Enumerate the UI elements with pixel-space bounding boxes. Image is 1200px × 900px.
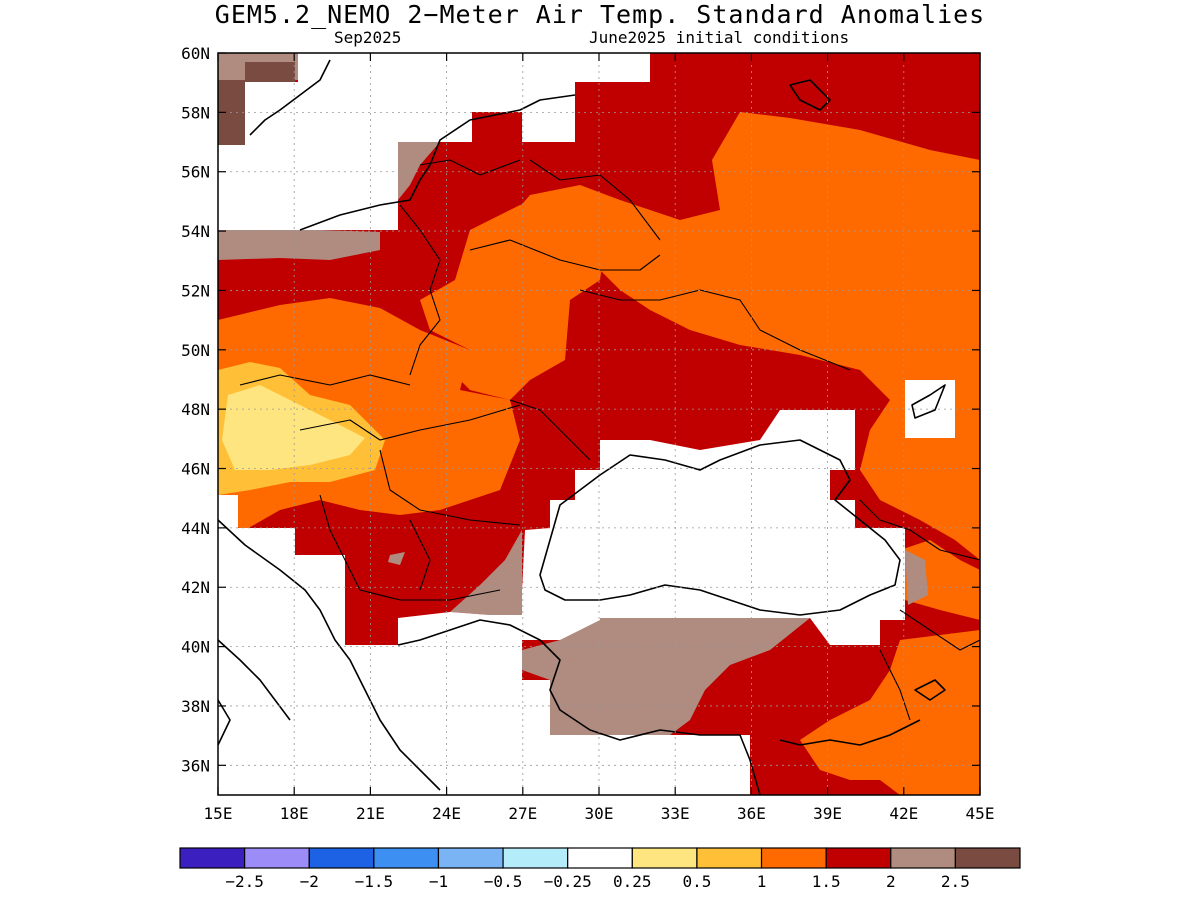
lon-label: 30E — [585, 804, 614, 823]
colorbar-swatch — [631, 847, 698, 869]
lon-label: 18E — [280, 804, 309, 823]
anomaly-region-2.5-poland — [218, 230, 380, 260]
colorbar-swatch — [502, 847, 569, 869]
colorbar-swatch — [567, 847, 633, 869]
colorbar-swatch — [825, 847, 892, 869]
lat-label: 58N — [181, 103, 210, 122]
anomaly-region-2.5-baltic — [398, 142, 440, 200]
colorbar-swatch — [437, 847, 504, 869]
lat-label: 42N — [181, 578, 210, 597]
colorbar-label: −0.5 — [484, 872, 523, 891]
lat-label: 60N — [181, 44, 210, 63]
lat-label: 54N — [181, 222, 210, 241]
colorbar-swatch — [760, 847, 827, 869]
axis-ticks — [217, 52, 981, 795]
anomaly-region-2.5-dark-top — [245, 62, 295, 82]
lon-label: 33E — [661, 804, 690, 823]
lat-label: 40N — [181, 638, 210, 657]
lon-label: 24E — [432, 804, 461, 823]
colorbar-swatch — [373, 847, 440, 869]
lat-label: 46N — [181, 460, 210, 479]
anomaly-field — [218, 53, 980, 795]
borders — [239, 159, 980, 721]
colorbar-swatch — [308, 847, 375, 869]
initial-conditions-label: June2025 initial conditions — [589, 28, 850, 47]
lat-label: 56N — [181, 163, 210, 182]
latitude-labels: 60N 58N 56N 54N 52N 50N 48N 46N 44N 42N 40N 38N 36N — [181, 44, 210, 775]
colorbar-label: −1.5 — [355, 872, 394, 891]
lon-label: 36E — [737, 804, 766, 823]
colorbar-label: 0.25 — [613, 872, 652, 891]
colorbar-label: 0.5 — [682, 872, 711, 891]
lon-label: 39E — [813, 804, 842, 823]
anomaly-region-0.5 — [222, 385, 365, 470]
colorbar-label: −1 — [429, 872, 448, 891]
anomaly-region-1.5-east — [500, 112, 980, 560]
anomaly-region-2.5-balkans — [450, 530, 522, 615]
lat-label: 36N — [181, 756, 210, 775]
lat-lon-grid — [218, 53, 980, 795]
colorbar-label: −2.5 — [225, 872, 264, 891]
lat-label: 52N — [181, 281, 210, 300]
colorbar-label: 2.5 — [941, 872, 970, 891]
colorbar-swatch — [244, 847, 310, 869]
colorbar-swatch — [954, 847, 1021, 869]
colorbar-label: −2 — [300, 872, 319, 891]
colorbar-labels: −2.5 −2 −1.5 −1 −0.5 −0.25 0.25 0.5 1 1.5 2 2.5 — [225, 872, 969, 891]
coastlines — [218, 59, 946, 795]
forecast-month: Sep2025 — [334, 28, 402, 47]
colorbar-swatch — [179, 847, 246, 869]
anomaly-region-2.5-bulgaria — [388, 552, 405, 565]
lon-label: 15E — [204, 804, 233, 823]
lat-label: 38N — [181, 697, 210, 716]
colorbar-label: 1 — [757, 872, 767, 891]
map-title: GEM5.2_NEMO 2−Meter Air Temp. Standard A… — [214, 0, 986, 29]
lon-label: 45E — [966, 804, 995, 823]
lon-label: 27E — [508, 804, 537, 823]
lat-label: 44N — [181, 519, 210, 538]
lon-label: 42E — [889, 804, 918, 823]
colorbar-label: −0.25 — [544, 872, 592, 891]
lat-label: 48N — [181, 400, 210, 419]
longitude-labels: 15E 18E 21E 24E 27E 30E 33E 36E 39E 42E 45E — [204, 804, 995, 823]
colorbar-swatch — [696, 847, 763, 869]
colorbar-swatch — [890, 847, 956, 869]
lon-label: 21E — [356, 804, 385, 823]
lat-label: 50N — [181, 341, 210, 360]
anomaly-region-1.5-southeast — [800, 630, 980, 795]
colorbar — [179, 847, 1021, 869]
colorbar-label: 1.5 — [812, 872, 841, 891]
anomaly-region-1.5-central — [420, 195, 610, 400]
colorbar-label: 2 — [886, 872, 896, 891]
anomaly-region-2.5-caucasus — [905, 550, 928, 605]
anomaly-region-2.5-turkey — [522, 618, 810, 735]
